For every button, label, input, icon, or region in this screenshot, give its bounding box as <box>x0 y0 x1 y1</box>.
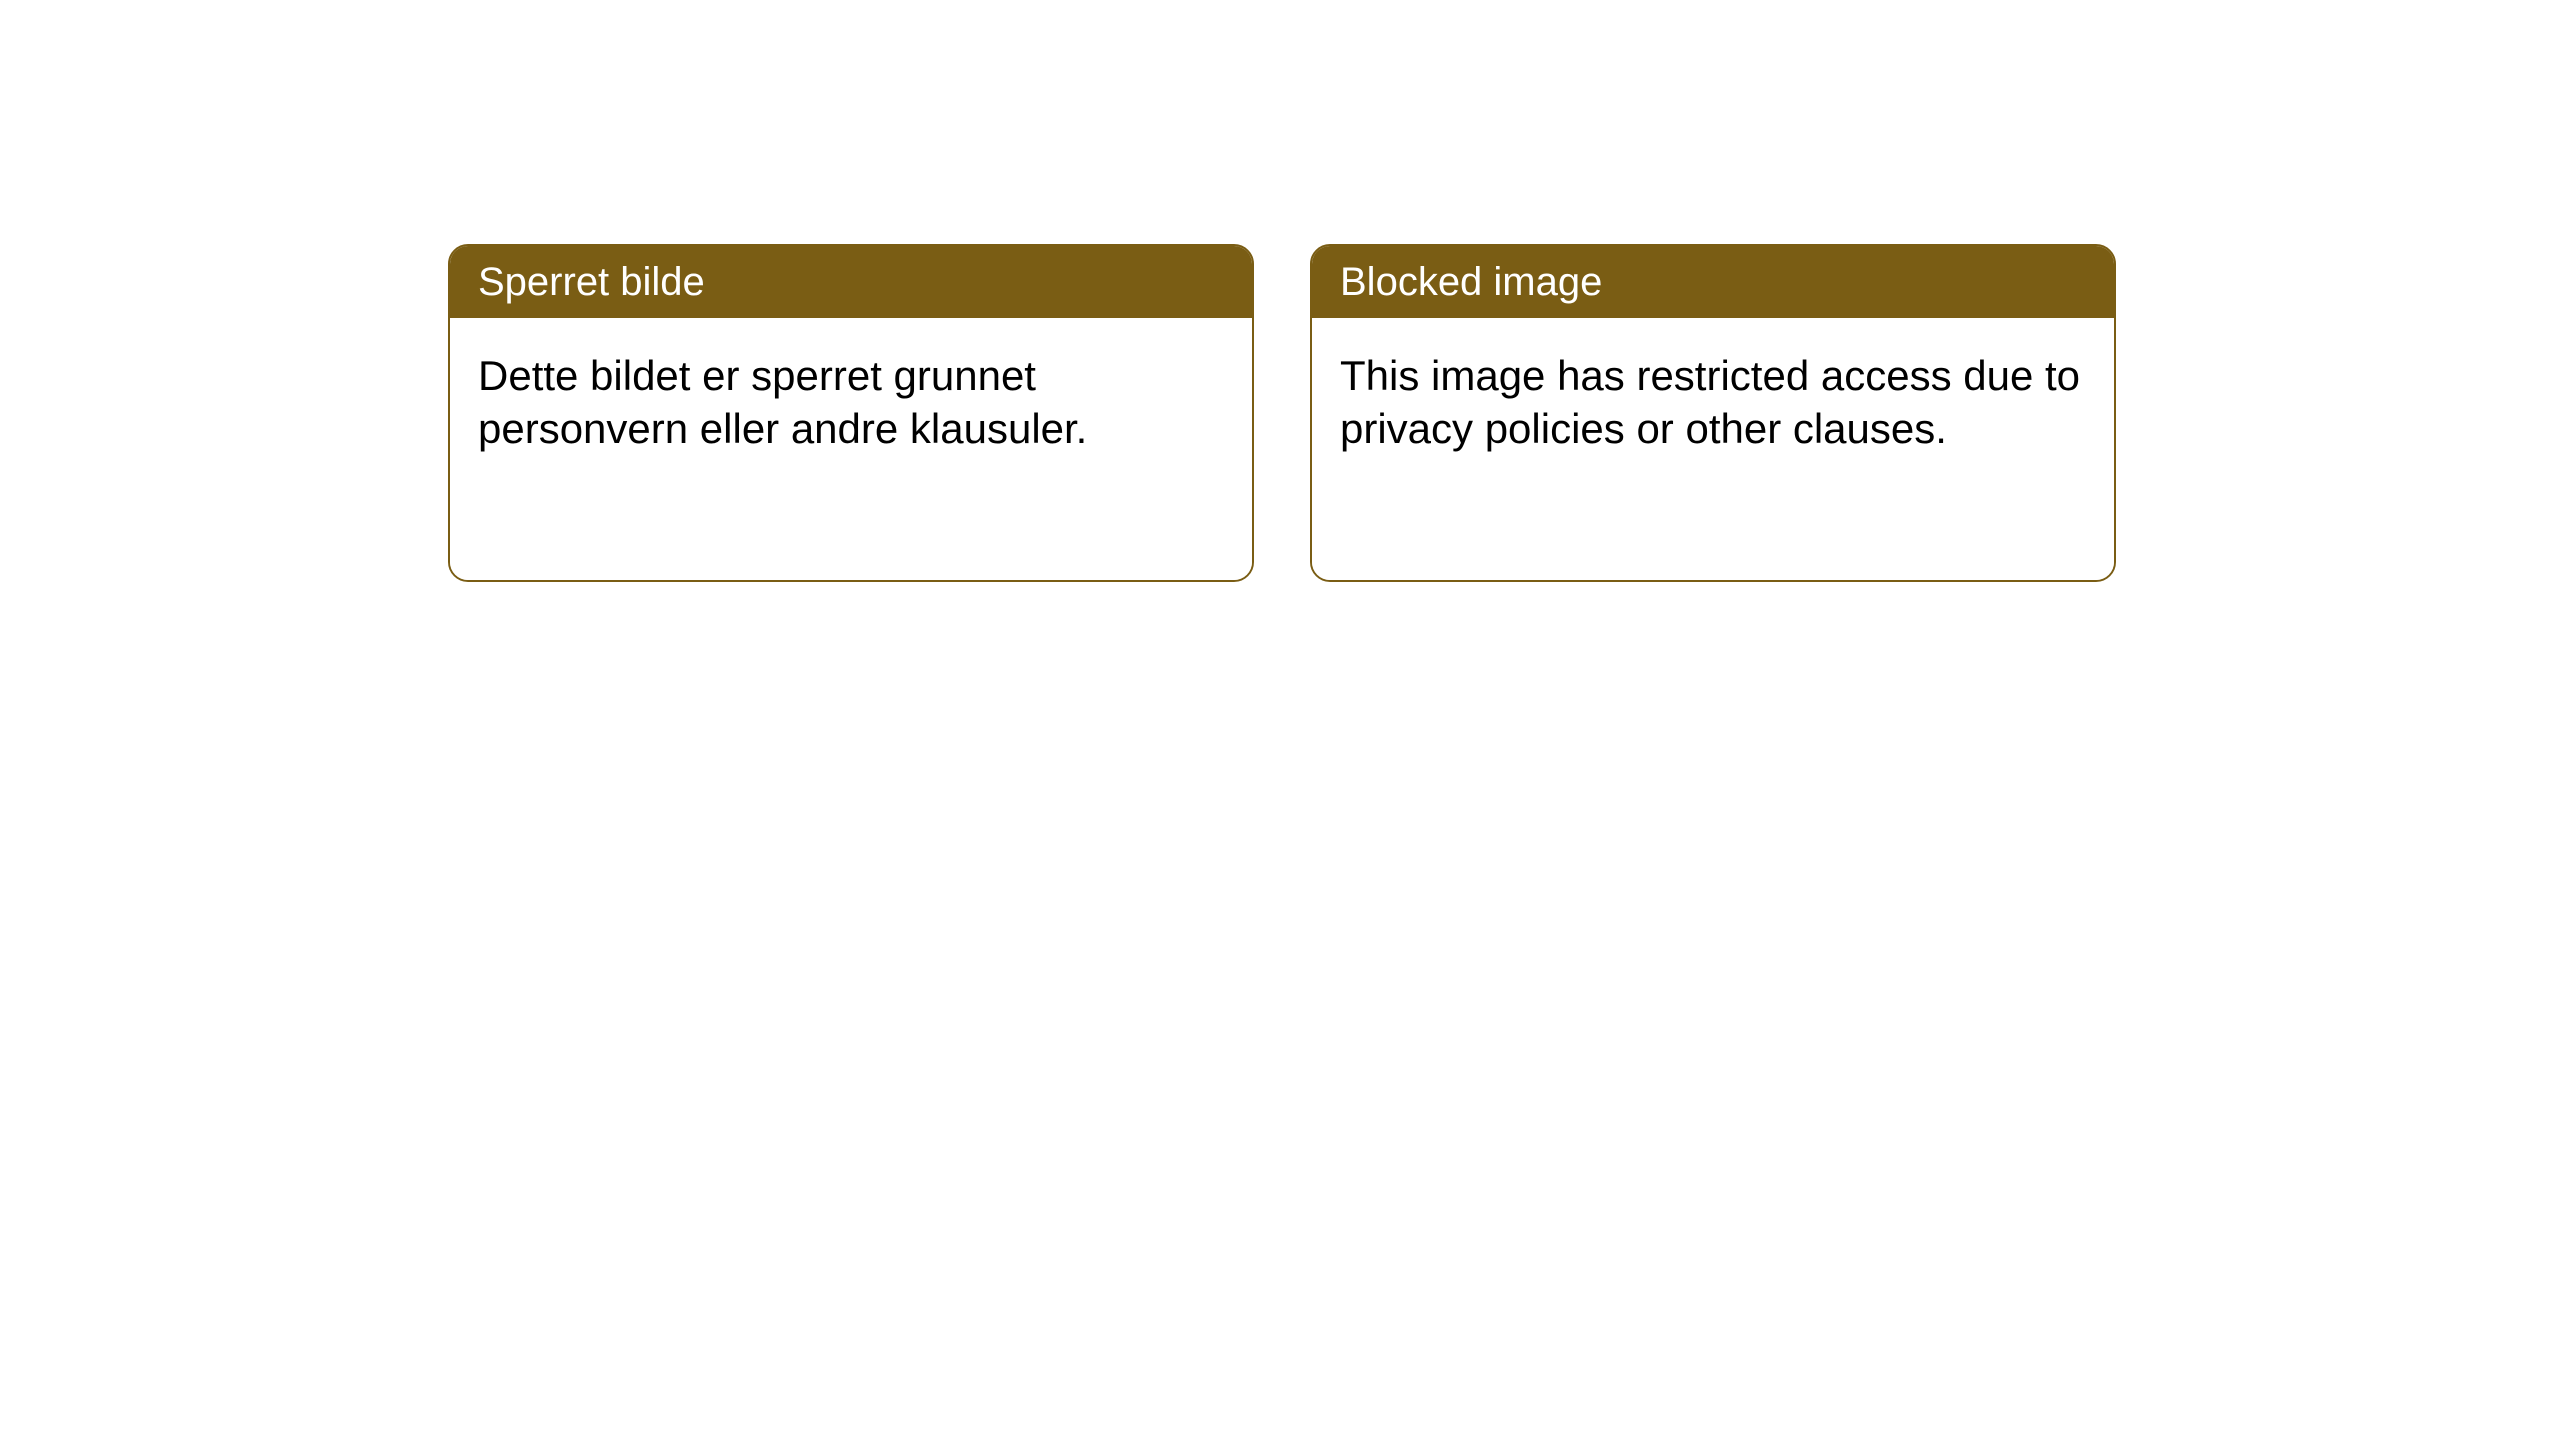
notice-card-english: Blocked image This image has restricted … <box>1310 244 2116 582</box>
notice-header-norwegian: Sperret bilde <box>450 246 1252 318</box>
notice-body-english: This image has restricted access due to … <box>1312 318 2114 580</box>
notice-header-english: Blocked image <box>1312 246 2114 318</box>
notice-container: Sperret bilde Dette bildet er sperret gr… <box>0 0 2560 582</box>
notice-body-norwegian: Dette bildet er sperret grunnet personve… <box>450 318 1252 580</box>
notice-card-norwegian: Sperret bilde Dette bildet er sperret gr… <box>448 244 1254 582</box>
